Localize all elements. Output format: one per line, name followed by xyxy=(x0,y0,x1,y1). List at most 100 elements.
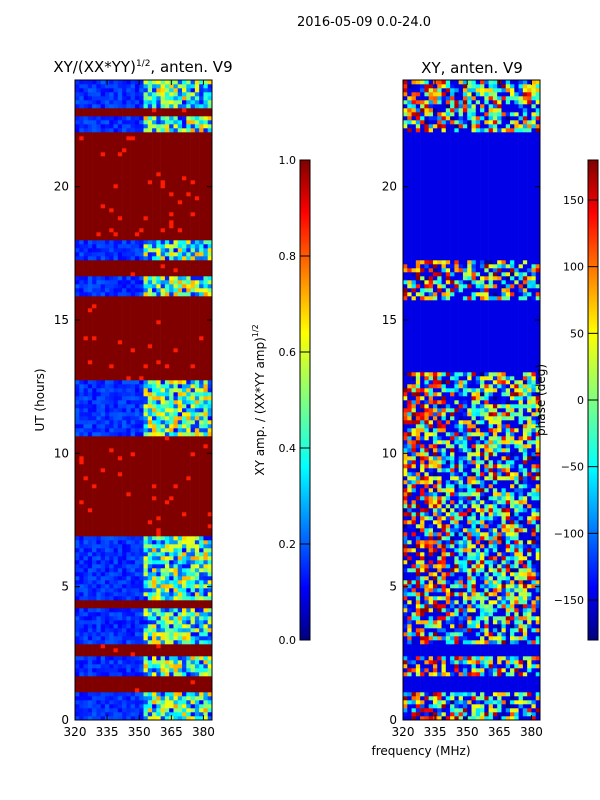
heatmap-cell xyxy=(207,436,213,441)
heatmap-cell xyxy=(113,364,119,369)
heatmap-cell xyxy=(199,324,204,329)
heatmap-cell xyxy=(75,552,80,557)
heatmap-cell xyxy=(152,608,157,613)
heatmap-cell xyxy=(199,520,204,525)
heatmap-cell xyxy=(96,504,101,509)
heatmap-cell xyxy=(104,440,110,445)
heatmap-cell xyxy=(122,144,127,149)
heatmap-cell xyxy=(156,252,161,257)
heatmap-cell xyxy=(87,440,93,445)
heatmap-cell xyxy=(173,592,179,597)
heatmap-cell xyxy=(100,608,106,613)
heatmap-cell xyxy=(186,452,191,457)
heatmap-cell xyxy=(203,296,209,301)
heatmap-cell xyxy=(203,140,209,145)
heatmap-cell xyxy=(96,556,101,561)
heatmap-cell xyxy=(194,372,200,377)
heatmap-cell xyxy=(194,196,200,201)
heatmap-cell xyxy=(186,528,191,533)
heatmap-cell xyxy=(92,680,97,685)
heatmap-cell xyxy=(182,352,187,357)
heatmap-cell xyxy=(203,400,209,405)
heatmap-cell xyxy=(186,204,191,209)
heatmap-cell xyxy=(177,272,183,277)
heatmap-cell xyxy=(83,504,89,509)
heatmap-cell xyxy=(100,692,106,697)
heatmap-cell xyxy=(122,228,127,233)
heatmap-cell xyxy=(177,388,183,393)
heatmap-cell xyxy=(182,220,187,225)
heatmap-cell xyxy=(160,616,166,621)
heatmap-cell xyxy=(122,696,127,701)
heatmap-cell xyxy=(194,620,200,625)
heatmap-cell xyxy=(173,440,179,445)
heatmap-cell xyxy=(194,704,200,709)
heatmap-cell xyxy=(104,464,110,469)
heatmap-cell xyxy=(169,420,174,425)
heatmap-cell xyxy=(160,340,166,345)
heatmap-cell xyxy=(190,552,196,557)
heatmap-cell xyxy=(83,412,89,417)
heatmap-cell xyxy=(104,436,110,441)
heatmap-cell xyxy=(139,236,144,241)
heatmap-cell xyxy=(173,268,179,273)
heatmap-cell xyxy=(203,636,209,641)
heatmap-cell xyxy=(117,624,123,629)
heatmap-cell xyxy=(130,360,136,365)
heatmap-cell xyxy=(147,200,153,205)
heatmap-cell xyxy=(79,128,84,133)
heatmap-cell xyxy=(199,396,204,401)
heatmap-cell xyxy=(173,356,179,361)
heatmap-cell xyxy=(147,684,153,689)
heatmap-cell xyxy=(100,668,106,673)
heatmap-cell xyxy=(83,536,89,541)
heatmap-cell xyxy=(122,184,127,189)
heatmap-cell xyxy=(160,404,166,409)
heatmap-cell xyxy=(100,704,106,709)
heatmap-cell xyxy=(100,584,106,589)
heatmap-cell xyxy=(130,592,136,597)
heatmap-cell xyxy=(169,564,174,569)
heatmap-cell xyxy=(87,664,93,669)
heatmap-cell xyxy=(147,260,153,265)
heatmap-cell xyxy=(160,108,166,113)
heatmap-cell xyxy=(113,640,119,645)
heatmap-cell xyxy=(143,460,149,465)
heatmap-cell xyxy=(169,612,174,617)
heatmap-cell xyxy=(207,432,213,437)
heatmap-cell xyxy=(117,264,123,269)
heatmap-cell xyxy=(79,224,84,229)
heatmap-cell xyxy=(109,196,114,201)
heatmap-cell xyxy=(92,172,97,177)
heatmap-cell xyxy=(113,264,119,269)
heatmap-cell xyxy=(109,368,114,373)
heatmap-cell xyxy=(139,208,144,213)
heatmap-cell xyxy=(83,232,89,237)
heatmap-cell xyxy=(87,552,93,557)
heatmap-cell xyxy=(96,332,101,337)
heatmap-cell xyxy=(117,492,123,497)
heatmap-cell xyxy=(100,628,106,633)
heatmap-cell xyxy=(199,548,204,553)
heatmap-cell xyxy=(100,328,106,333)
heatmap-cell xyxy=(169,704,174,709)
heatmap-cell xyxy=(113,652,119,657)
heatmap-cell xyxy=(113,668,119,673)
heatmap-cell xyxy=(79,540,84,545)
heatmap-cell xyxy=(177,480,183,485)
heatmap-cell xyxy=(186,584,191,589)
heatmap-cell xyxy=(199,104,204,109)
heatmap-cell xyxy=(134,120,140,125)
heatmap-cell xyxy=(173,624,179,629)
heatmap-cell xyxy=(113,584,119,589)
heatmap-cell xyxy=(164,700,170,705)
heatmap-cell xyxy=(109,112,114,117)
heatmap-cell xyxy=(96,496,101,501)
heatmap-cell xyxy=(100,400,106,405)
heatmap-cell xyxy=(182,480,187,485)
heatmap-cell xyxy=(109,156,114,161)
heatmap-cell xyxy=(100,560,106,565)
heatmap-cell xyxy=(152,160,157,165)
heatmap-cell xyxy=(190,188,196,193)
heatmap-cell xyxy=(169,688,174,693)
